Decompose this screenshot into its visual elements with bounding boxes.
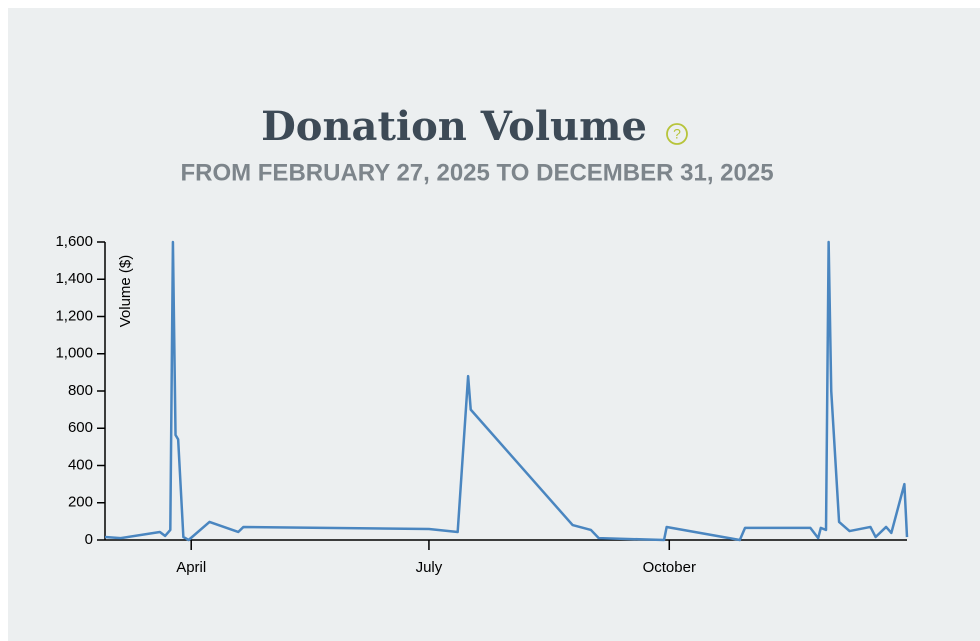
y-axis-label: Volume ($) <box>117 255 134 328</box>
y-tick-label: 400 <box>68 456 93 473</box>
x-tick-label: October <box>643 559 696 576</box>
data-line <box>104 240 909 542</box>
y-tick-label: 1,400 <box>55 270 93 287</box>
help-icon[interactable] <box>666 123 688 145</box>
help-icon-label[interactable]: ? <box>673 126 681 142</box>
y-tick-label: 800 <box>68 382 93 399</box>
chart-title: Donation Volume <box>261 103 647 150</box>
chart-subtitle: FROM FEBRUARY 27, 2025 TO DECEMBER 31, 2… <box>180 159 773 186</box>
x-tick-label: July <box>416 559 443 576</box>
y-tick-label: 200 <box>68 494 93 511</box>
y-tick-label: 1,000 <box>55 345 93 362</box>
x-tick-label: April <box>176 559 206 576</box>
y-tick-label: 1,600 <box>55 233 93 250</box>
y-tick-label: 1,200 <box>55 307 93 324</box>
y-tick-label: 600 <box>68 419 93 436</box>
y-tick-label: 0 <box>85 531 93 548</box>
